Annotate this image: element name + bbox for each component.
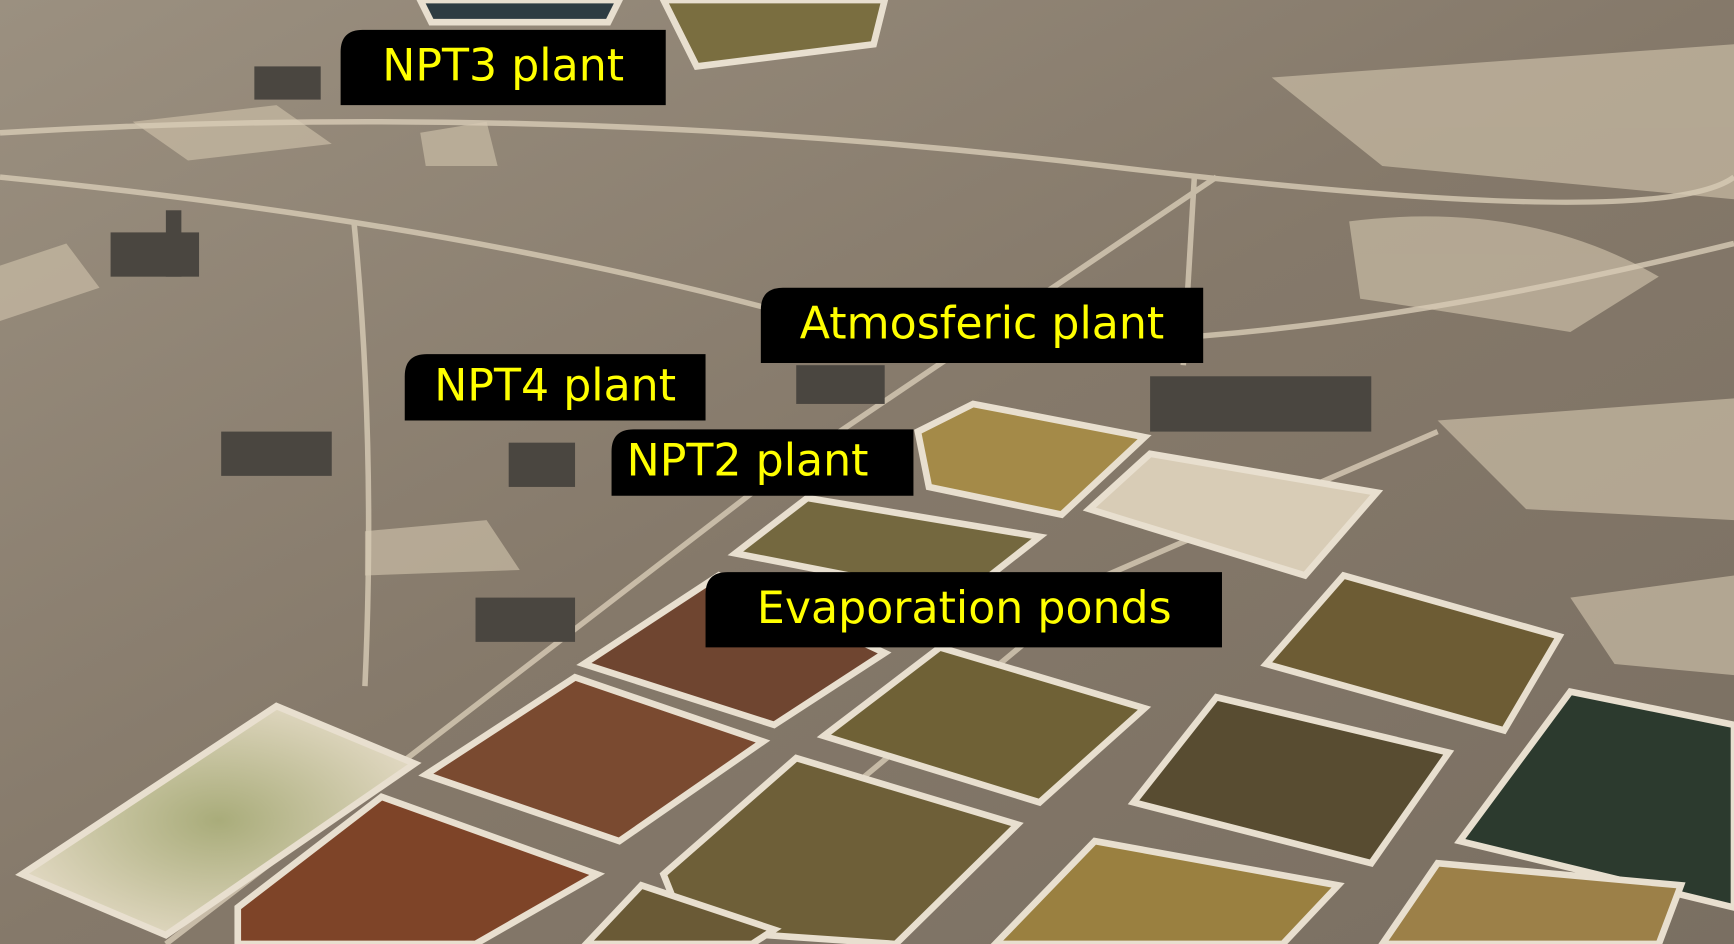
label-text: NPT2 plant — [627, 436, 869, 487]
label-text: NPT3 plant — [382, 41, 624, 92]
page: {"labels": ["NPT3 plant", "Atmosferic pl… — [0, 0, 1734, 944]
label-text: Atmosferic plant — [800, 298, 1165, 349]
aerial-photo: NPT3 plant Atmosferic plant NPT4 plant N… — [0, 0, 1734, 944]
label-text: Evaporation ponds — [757, 583, 1172, 634]
label-text: NPT4 plant — [434, 360, 676, 411]
